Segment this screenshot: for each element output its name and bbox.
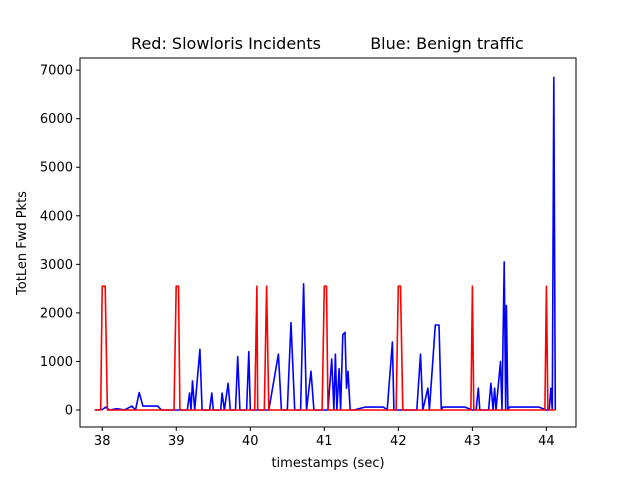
series-line-1 (94, 285, 556, 411)
y-tick-label: 3000 (40, 258, 73, 273)
x-tick-label: 40 (242, 434, 259, 449)
y-axis-label: TotLen Fwd Pkts (15, 191, 30, 296)
x-tick-label: 38 (94, 434, 111, 449)
x-tick-label: 44 (538, 434, 555, 449)
x-axis-label: timestamps (sec) (271, 456, 384, 471)
series-layer (94, 76, 557, 411)
chart-title-blue: Blue: Benign traffic (370, 34, 524, 53)
y-tick-label: 2000 (40, 306, 73, 321)
chart-title-red: Red: Slowloris Incidents (131, 34, 321, 53)
y-tick-label: 0 (65, 404, 73, 419)
x-tick-label: 43 (464, 434, 481, 449)
y-tick-label: 7000 (40, 64, 73, 79)
plot-frame (79, 57, 577, 428)
y-tick-label: 5000 (40, 161, 73, 176)
y-axis: 0 1000 2000 3000 4000 5000 6000 7000 (40, 64, 80, 419)
x-axis: 38 39 40 41 42 43 44 (94, 427, 555, 449)
y-tick-label: 1000 (40, 355, 73, 370)
x-tick-label: 41 (316, 434, 333, 449)
x-tick-label: 39 (168, 434, 185, 449)
x-tick-label: 42 (390, 434, 407, 449)
y-tick-label: 4000 (40, 209, 73, 224)
y-tick-label: 6000 (40, 112, 73, 127)
